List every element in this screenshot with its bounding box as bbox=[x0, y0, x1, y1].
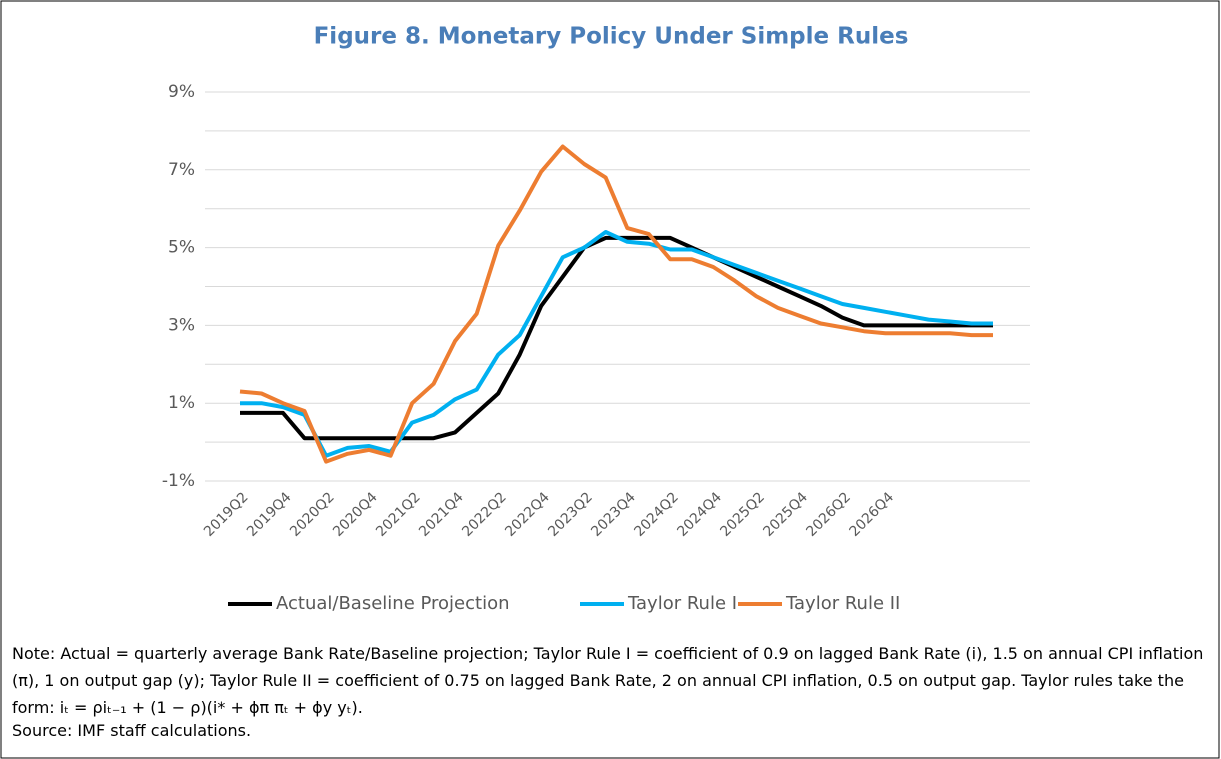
x-tick-label: 2019Q4 bbox=[244, 489, 295, 540]
x-tick-label: 2021Q2 bbox=[373, 489, 424, 540]
legend-label: Actual/Baseline Projection bbox=[276, 593, 510, 614]
x-tick-label: 2022Q4 bbox=[502, 489, 553, 540]
series-line bbox=[239, 144, 993, 464]
x-tick-label: 2024Q2 bbox=[631, 489, 682, 540]
x-tick-label: 2020Q4 bbox=[330, 489, 381, 540]
legend-label: Taylor Rule II bbox=[785, 593, 900, 614]
y-tick-label: -1% bbox=[162, 471, 195, 491]
x-tick-label: 2025Q4 bbox=[760, 489, 811, 540]
x-tick-label: 2023Q4 bbox=[588, 489, 639, 540]
x-tick-label: 2020Q2 bbox=[287, 489, 338, 540]
y-tick-label: 7% bbox=[168, 160, 195, 180]
y-tick-label: 1% bbox=[168, 393, 195, 413]
chart-title: Figure 8. Monetary Policy Under Simple R… bbox=[314, 24, 909, 50]
x-tick-label: 2024Q4 bbox=[674, 489, 725, 540]
y-tick-label: 3% bbox=[168, 315, 195, 335]
y-tick-label: 5% bbox=[168, 238, 195, 258]
x-tick-label: 2026Q4 bbox=[846, 489, 897, 540]
legend-label: Taylor Rule I bbox=[627, 593, 737, 614]
x-tick-label: 2025Q2 bbox=[717, 489, 768, 540]
x-tick-label: 2023Q2 bbox=[545, 489, 596, 540]
x-tick-label: 2022Q2 bbox=[459, 489, 510, 540]
x-tick-label: 2026Q2 bbox=[803, 489, 854, 540]
source: Source: IMF staff calculations. bbox=[12, 721, 252, 740]
note: Note: Actual = quarterly average Bank Ra… bbox=[12, 644, 1204, 717]
y-tick-label: 9% bbox=[168, 82, 195, 102]
x-tick-label: 2019Q2 bbox=[201, 489, 252, 540]
series-line bbox=[240, 230, 993, 458]
x-tick-label: 2021Q4 bbox=[416, 489, 467, 540]
series-line bbox=[240, 235, 993, 441]
